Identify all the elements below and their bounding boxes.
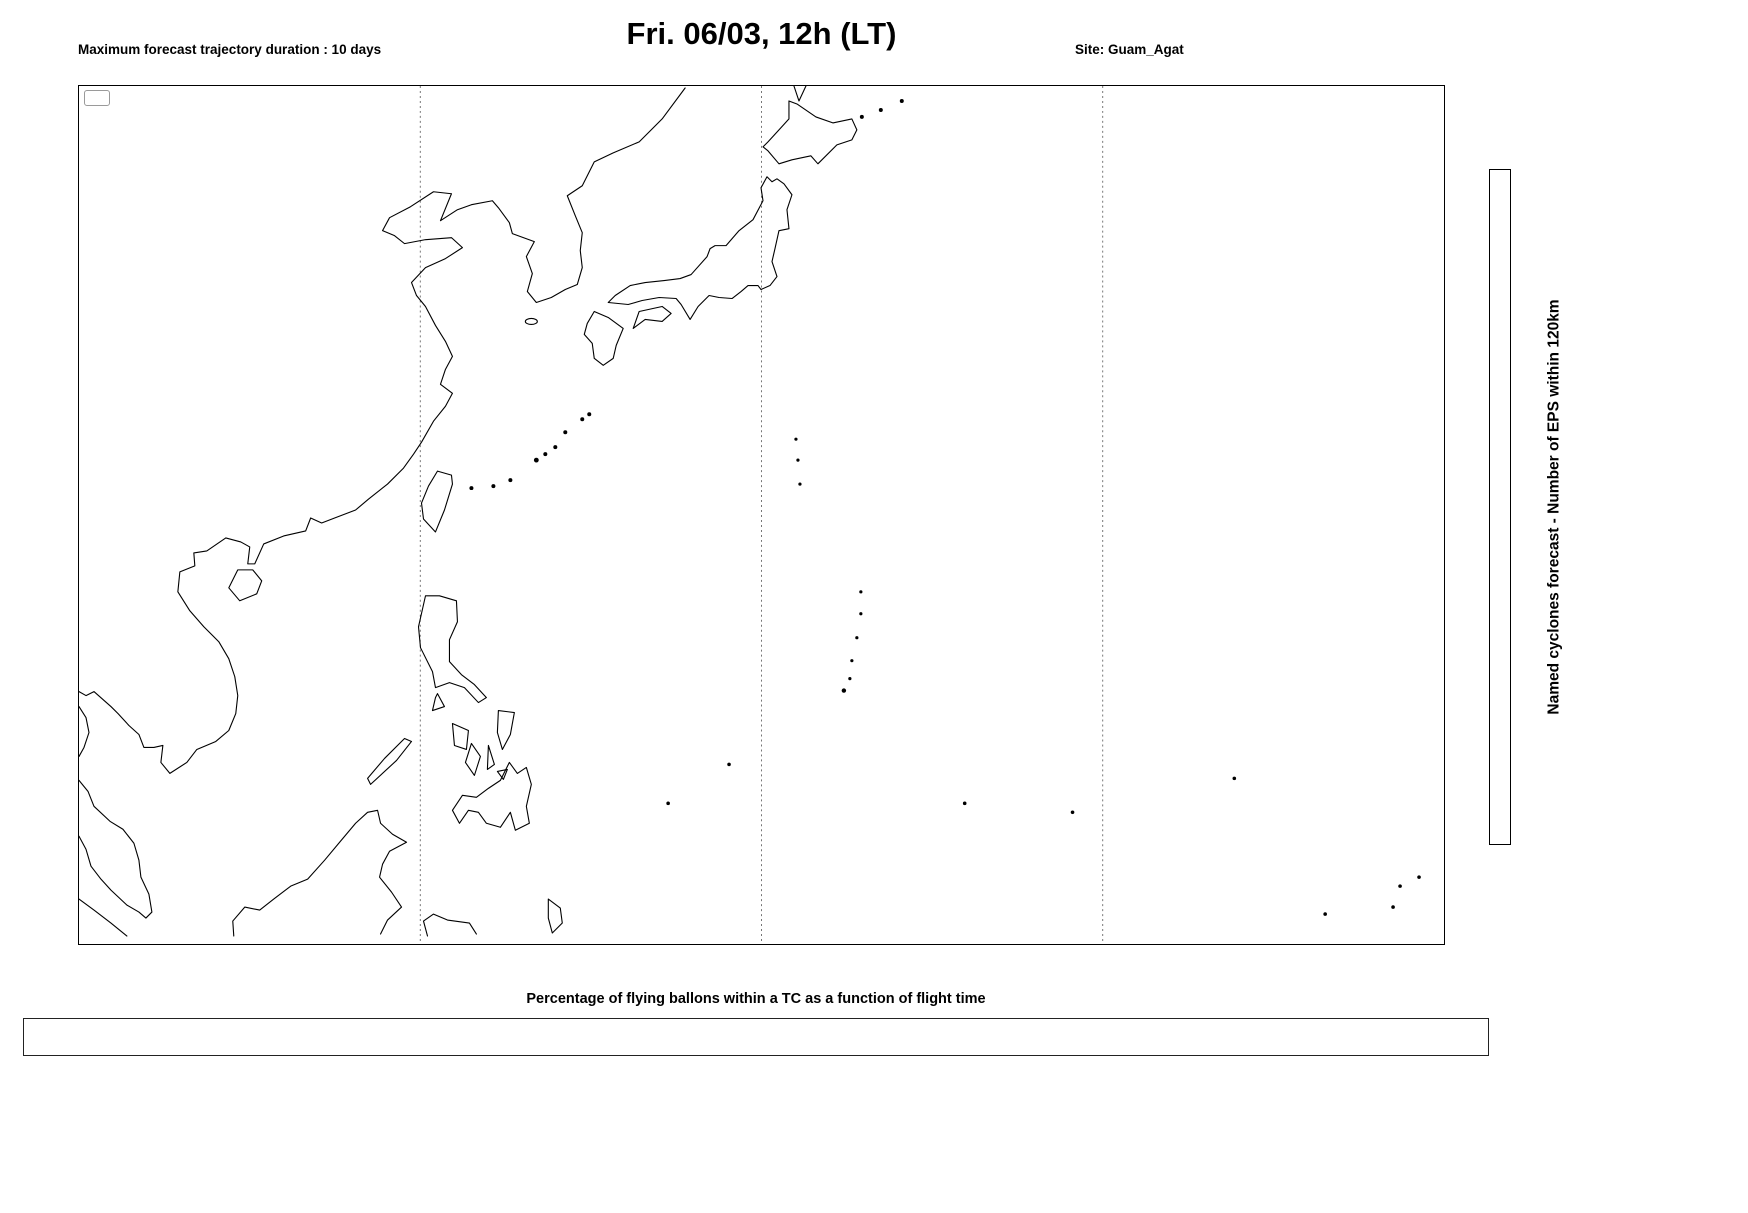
small-islands bbox=[469, 98, 1421, 916]
coastline-shikoku bbox=[632, 305, 672, 329]
coastline-panay bbox=[451, 722, 469, 751]
coastline-mindanao bbox=[451, 761, 532, 831]
grid-layer bbox=[419, 86, 1104, 944]
figure-title: Fri. 06/03, 12h (LT) bbox=[626, 16, 897, 51]
coastline-negros bbox=[464, 742, 481, 776]
coastline-samar-leyte bbox=[496, 709, 515, 751]
colorbar bbox=[1489, 169, 1511, 845]
header-right-line-1: Site: Guam_Agat bbox=[1075, 42, 1184, 57]
coastline-hainan bbox=[228, 569, 263, 602]
coastline-honshu bbox=[607, 176, 793, 321]
coastline-jeju bbox=[524, 317, 538, 325]
colorbar-label-wrap: Named cyclones forecast - Number of EPS … bbox=[1540, 169, 1570, 845]
coastline-sumatra bbox=[79, 898, 128, 937]
coastline-bohol bbox=[496, 768, 508, 780]
coastline-taiwan bbox=[420, 470, 454, 533]
header-left-line-1: Maximum forecast trajectory duration : 1… bbox=[78, 42, 382, 57]
coastline-sulawesi bbox=[422, 913, 477, 937]
coastline-malay-peninsula bbox=[79, 779, 153, 919]
map-canvas bbox=[79, 86, 1421, 944]
coastline-gulf-of-thailand bbox=[79, 706, 90, 757]
coastline-mindoro bbox=[431, 693, 446, 712]
coastline-kyushu bbox=[583, 310, 624, 366]
map-legend bbox=[84, 90, 110, 106]
strip-title: Percentage of flying ballons within a TC… bbox=[526, 991, 986, 1007]
coastline-borneo bbox=[232, 809, 408, 937]
coastlines bbox=[79, 86, 1421, 937]
map-plot-area bbox=[78, 85, 1445, 945]
coastline-palawan bbox=[367, 737, 413, 785]
coastline-luzon bbox=[417, 595, 487, 704]
coastline-sakhalin-tip bbox=[793, 86, 807, 102]
coastline-asia-mainland bbox=[79, 87, 686, 774]
colorbar-label: Named cyclones forecast - Number of EPS … bbox=[1546, 299, 1563, 715]
balloon-percentage-strip bbox=[23, 1018, 1489, 1056]
coastline-halmahera bbox=[547, 898, 563, 934]
coastline-cebu bbox=[486, 744, 495, 770]
coastline-hokkaido bbox=[762, 100, 858, 165]
